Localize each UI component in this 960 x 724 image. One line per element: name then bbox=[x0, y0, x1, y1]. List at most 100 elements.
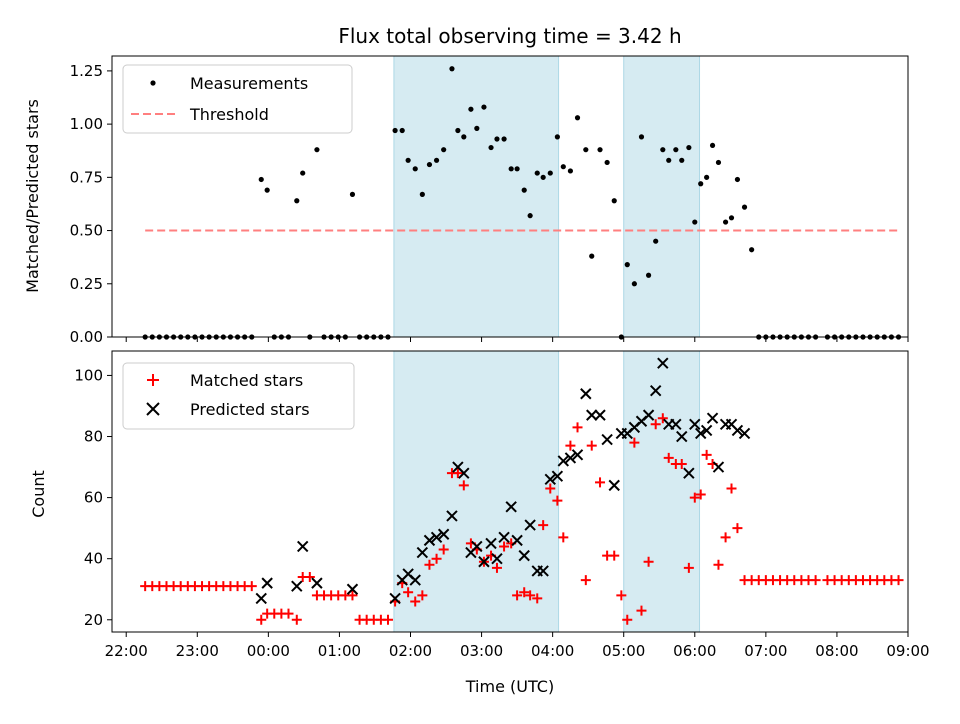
point-matched-stars bbox=[283, 608, 294, 619]
point-matched-stars bbox=[291, 614, 302, 625]
point-measurements bbox=[734, 176, 741, 183]
point-measurements bbox=[554, 134, 560, 140]
point-matched-stars bbox=[595, 477, 606, 488]
x-tick-label: 03:00 bbox=[460, 642, 503, 660]
shaded-region-1 bbox=[393, 55, 560, 338]
point-matched-stars bbox=[572, 422, 583, 433]
point-measurements bbox=[474, 125, 480, 131]
y-tick-label: 1.25 bbox=[70, 62, 103, 80]
point-measurements bbox=[698, 181, 704, 187]
point-predicted-stars bbox=[676, 430, 688, 443]
point-measurements bbox=[455, 127, 461, 134]
plot-frame bbox=[111, 55, 909, 338]
legend-label-matched: Matched stars bbox=[190, 371, 303, 390]
point-measurements bbox=[728, 215, 735, 221]
x-tick-label: 00:00 bbox=[247, 642, 290, 660]
point-matched-stars bbox=[650, 419, 661, 430]
point-measurements bbox=[534, 170, 540, 176]
y-tick-label: 80 bbox=[84, 428, 103, 446]
point-measurements bbox=[611, 198, 617, 204]
x-tick-label: 01:00 bbox=[318, 642, 361, 660]
point-matched-stars bbox=[458, 480, 469, 491]
point-measurements bbox=[441, 147, 447, 153]
point-predicted-stars bbox=[700, 424, 713, 437]
panel-ratio: 0.00 0.25 0.50 0.75 1.00 1.25 bbox=[70, 55, 909, 346]
point-measurements bbox=[567, 168, 574, 174]
point-measurements bbox=[709, 142, 716, 149]
point-predicted-stars bbox=[485, 537, 497, 550]
point-predicted-stars bbox=[594, 409, 606, 421]
point-measurements bbox=[673, 147, 679, 153]
point-matched-stars bbox=[580, 575, 591, 586]
point-predicted-stars bbox=[430, 531, 443, 544]
point-matched-stars bbox=[676, 459, 687, 470]
legend-marker-predicted bbox=[146, 402, 160, 416]
point-predicted-stars bbox=[706, 412, 719, 424]
point-predicted-stars bbox=[423, 534, 436, 547]
legend-ratio: Measurements Threshold bbox=[122, 64, 353, 134]
point-matched-stars bbox=[810, 575, 821, 586]
point-matched-stars bbox=[636, 605, 647, 616]
point-matched-stars bbox=[609, 550, 620, 561]
y-tick-label: 0.75 bbox=[70, 168, 103, 186]
point-measurements bbox=[722, 219, 729, 225]
point-predicted-stars bbox=[544, 473, 556, 485]
point-measurements bbox=[433, 157, 440, 163]
point-measurements bbox=[419, 191, 425, 197]
point-matched-stars bbox=[565, 440, 576, 451]
point-measurements bbox=[494, 136, 500, 142]
point-measurements bbox=[583, 147, 589, 153]
point-measurements bbox=[540, 174, 546, 180]
point-predicted-stars bbox=[537, 565, 549, 577]
point-predicted-stars bbox=[498, 531, 510, 544]
point-predicted-stars bbox=[642, 409, 655, 421]
point-matched-stars bbox=[545, 483, 556, 494]
point-measurements bbox=[692, 219, 698, 225]
point-measurements bbox=[514, 166, 520, 172]
point-measurements bbox=[461, 134, 467, 140]
point-predicted-stars bbox=[471, 540, 483, 553]
point-predicted-stars bbox=[291, 580, 303, 592]
point-predicted-stars bbox=[261, 577, 273, 589]
point-measurements bbox=[349, 191, 356, 197]
point-matched-stars bbox=[424, 559, 435, 570]
point-measurements bbox=[399, 127, 405, 134]
legend-marker-matched bbox=[147, 374, 159, 386]
point-measurements bbox=[508, 166, 514, 172]
point-measurements bbox=[405, 157, 411, 163]
y-tick-label: 20 bbox=[84, 611, 103, 629]
point-measurements bbox=[666, 157, 672, 163]
point-matched-stars bbox=[720, 532, 731, 543]
point-matched-stars bbox=[616, 590, 627, 601]
point-measurements bbox=[488, 144, 494, 151]
point-matched-stars bbox=[732, 523, 743, 534]
point-matched-stars bbox=[558, 532, 569, 543]
point-matched-stars bbox=[713, 559, 724, 570]
point-matched-stars bbox=[689, 492, 700, 503]
point-predicted-stars bbox=[608, 479, 620, 492]
point-matched-stars bbox=[499, 541, 510, 552]
legend-frame bbox=[122, 362, 355, 430]
point-matched-stars bbox=[256, 614, 267, 625]
point-measurements bbox=[264, 187, 270, 193]
point-matched-stars bbox=[431, 553, 442, 564]
point-predicted-stars bbox=[683, 467, 695, 479]
y-axis-label-ratio: Matched/Predicted stars bbox=[23, 99, 42, 293]
point-matched-stars bbox=[586, 440, 597, 451]
point-predicted-stars bbox=[738, 427, 751, 440]
point-measurements bbox=[704, 174, 710, 180]
point-predicted-stars bbox=[712, 461, 725, 473]
y-tick-label: 1.00 bbox=[70, 115, 103, 133]
legend-counts: Matched stars Predicted stars bbox=[122, 362, 355, 430]
point-matched-stars bbox=[893, 575, 904, 586]
point-predicted-stars bbox=[346, 583, 359, 595]
point-matched-stars bbox=[695, 489, 706, 500]
point-matched-stars bbox=[643, 556, 654, 567]
point-measurements bbox=[638, 134, 645, 140]
point-matched-stars bbox=[417, 590, 428, 601]
y-tick-label: 0.25 bbox=[70, 275, 103, 293]
point-matched-stars bbox=[629, 437, 640, 448]
panel-counts: 20 40 60 80 100 22:00 23:00 00:00 01:00 02:00 03:0… bbox=[74, 350, 930, 660]
x-tick-label: 22:00 bbox=[105, 642, 148, 660]
point-predicted-stars bbox=[511, 534, 523, 547]
